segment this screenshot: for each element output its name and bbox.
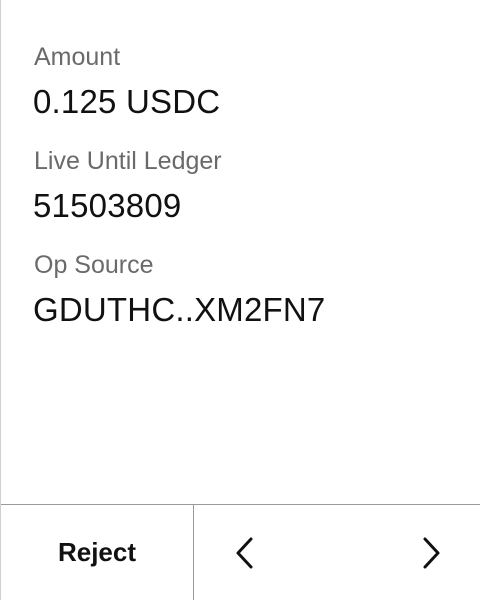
- live-until-ledger-label: Live Until Ledger: [34, 147, 222, 175]
- chevron-right-icon: [420, 536, 442, 570]
- next-page-button[interactable]: [401, 505, 461, 600]
- chevron-left-icon: [234, 536, 256, 570]
- op-source-value: GDUTHC..XM2FN7: [33, 291, 326, 328]
- op-source-label: Op Source: [34, 251, 154, 279]
- transaction-details: Amount 0.125 USDC Live Until Ledger 5150…: [1, 0, 480, 504]
- live-until-ledger-value: 51503809: [33, 187, 182, 224]
- footer-divider: [193, 505, 194, 600]
- previous-page-button[interactable]: [215, 505, 275, 600]
- amount-label: Amount: [34, 43, 121, 71]
- amount-value: 0.125 USDC: [33, 83, 221, 120]
- reject-button[interactable]: Reject: [57, 537, 137, 567]
- action-footer: Reject: [1, 504, 480, 600]
